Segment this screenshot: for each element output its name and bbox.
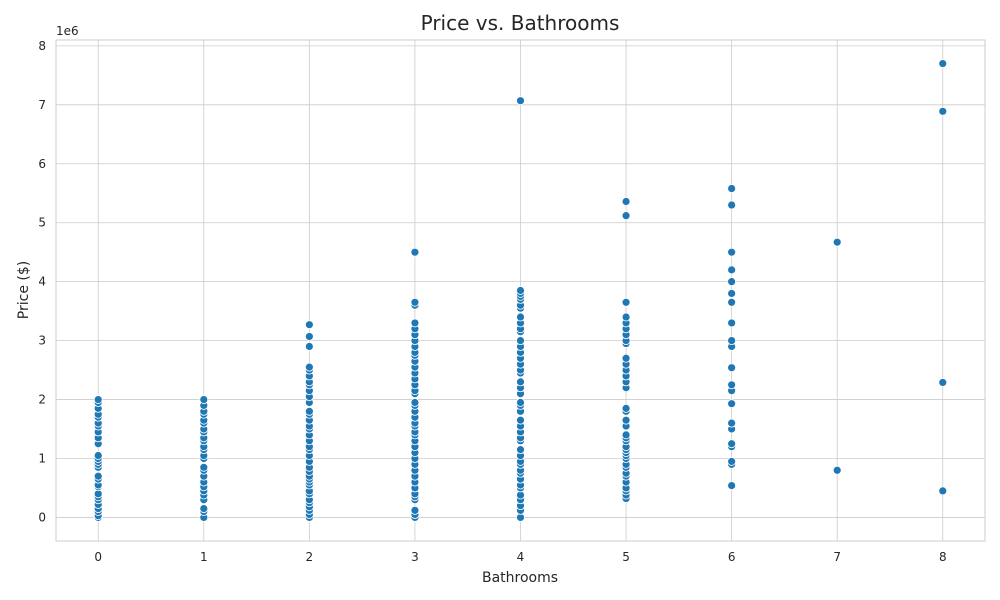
data-point <box>727 318 737 328</box>
data-point <box>621 297 631 307</box>
data-point <box>621 353 631 363</box>
data-point <box>621 403 631 413</box>
data-point <box>727 289 737 298</box>
data-point <box>304 320 314 330</box>
x-tick-label: 0 <box>94 550 102 564</box>
data-point <box>727 380 737 390</box>
data-point <box>93 451 103 460</box>
data-point <box>199 462 209 472</box>
y-tick-label: 5 <box>38 216 46 230</box>
data-point <box>410 505 420 515</box>
y-axis-label: Price ($) <box>16 261 32 319</box>
data-point <box>727 399 737 409</box>
data-point <box>727 200 737 210</box>
data-point <box>938 106 948 116</box>
x-axis-label: Bathrooms <box>482 570 558 586</box>
x-tick-label: 8 <box>939 550 947 564</box>
data-point <box>621 312 631 322</box>
data-point <box>304 406 314 416</box>
y-tick-label: 4 <box>38 275 46 289</box>
data-point <box>93 471 103 481</box>
data-point <box>938 486 948 496</box>
data-point <box>727 184 737 193</box>
data-point <box>199 504 209 513</box>
points-layer <box>93 59 948 522</box>
data-point <box>727 439 737 449</box>
data-point <box>516 445 525 455</box>
data-point <box>727 363 737 373</box>
data-point <box>410 398 420 407</box>
x-tick-label: 7 <box>833 550 841 564</box>
y-tick-label: 7 <box>38 98 46 112</box>
y-offset-label: 1e6 <box>56 24 79 38</box>
data-point <box>727 457 737 466</box>
data-point <box>621 197 631 206</box>
x-tick-label: 2 <box>306 550 314 564</box>
y-tick-label: 0 <box>38 510 46 524</box>
data-point <box>199 395 209 404</box>
data-point <box>727 336 737 346</box>
data-point <box>516 96 525 106</box>
data-point <box>304 332 314 341</box>
data-point <box>727 418 737 428</box>
x-tick-label: 5 <box>622 550 630 564</box>
data-point <box>304 342 314 351</box>
data-point <box>621 430 631 440</box>
data-point <box>516 336 525 346</box>
y-tick-labels: 0 1 2 3 4 5 6 7 8 <box>38 39 46 525</box>
data-point <box>410 247 420 257</box>
data-point <box>621 415 631 425</box>
y-tick-label: 2 <box>38 393 46 407</box>
data-point <box>516 377 525 387</box>
data-point <box>832 465 842 475</box>
data-point <box>621 211 631 221</box>
x-tick-label: 6 <box>728 550 736 564</box>
data-point <box>727 277 737 287</box>
data-point <box>410 297 420 307</box>
axes-frame <box>55 39 986 542</box>
x-tick-labels: 0 1 2 3 4 5 6 7 8 <box>94 550 946 564</box>
data-point <box>727 481 737 490</box>
data-point <box>938 59 948 68</box>
data-point <box>410 318 420 328</box>
x-tick-label: 3 <box>411 550 419 564</box>
x-tick-label: 1 <box>200 550 208 564</box>
y-tick-label: 6 <box>38 157 46 171</box>
data-point <box>727 297 737 307</box>
chart-title: Price vs. Bathrooms <box>421 11 620 35</box>
data-point <box>304 362 314 372</box>
y-tick-label: 1 <box>38 451 46 465</box>
data-point <box>832 237 842 247</box>
data-point <box>516 415 525 425</box>
y-tick-label: 3 <box>38 334 46 348</box>
data-point <box>727 247 737 257</box>
data-point <box>516 286 525 295</box>
data-point <box>727 265 737 275</box>
data-point <box>938 378 948 387</box>
data-point <box>516 312 525 322</box>
data-point <box>516 398 525 407</box>
data-point <box>93 395 103 404</box>
y-tick-label: 8 <box>38 39 46 53</box>
x-tick-label: 4 <box>517 550 525 564</box>
